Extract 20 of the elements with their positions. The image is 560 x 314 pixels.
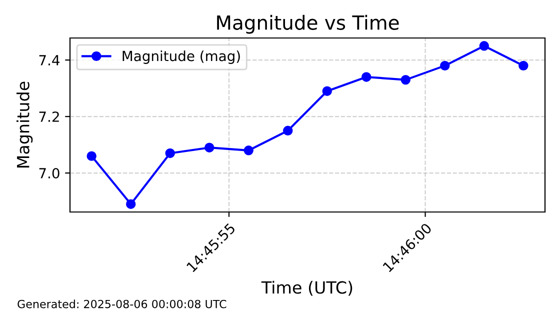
point (322, 86, 332, 96)
point (204, 142, 214, 152)
legend-label: Magnitude (mag) (122, 50, 240, 64)
y-tick-label: 7.0 (39, 168, 60, 178)
chart-title: Magnitude vs Time (217, 14, 399, 34)
point (283, 126, 293, 136)
text: Generated: 2025-08-06 00:00:08 UTC (18, 300, 226, 308)
point (244, 146, 254, 156)
point (518, 60, 528, 71)
point (126, 199, 136, 209)
point (440, 60, 450, 71)
point (165, 148, 175, 158)
point (86, 151, 96, 161)
point (479, 41, 490, 51)
point (362, 72, 372, 82)
x-axis-title: Time (UTC) (261, 280, 352, 296)
y-tick-label: 7.4 (39, 55, 60, 66)
point (400, 74, 411, 85)
y-axis-title: Magnitude (16, 82, 33, 168)
y-tick-label: 7.2 (39, 111, 59, 122)
